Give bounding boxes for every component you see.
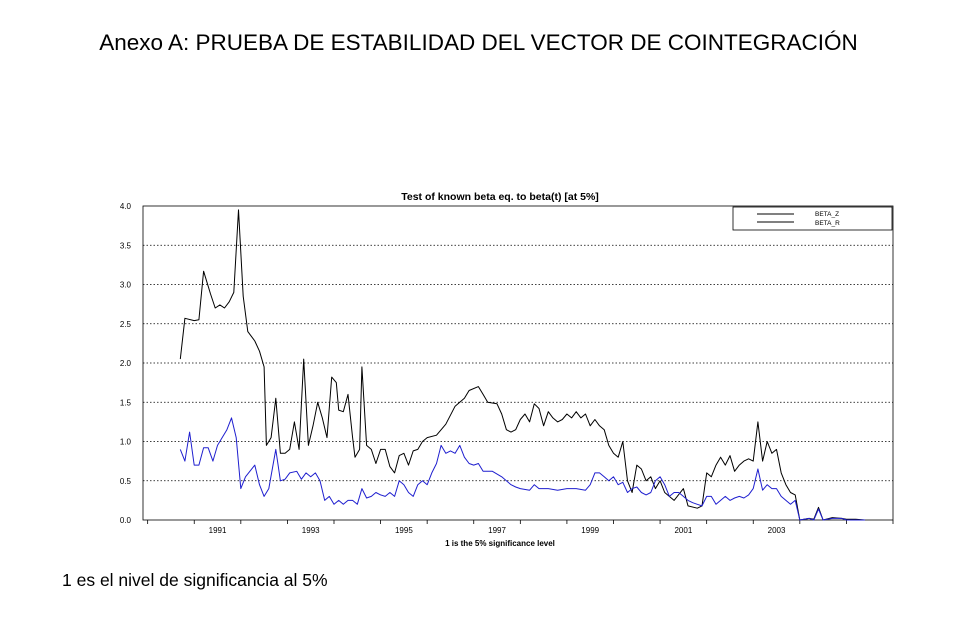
- legend: BETA_Z BETA_R: [732, 206, 893, 231]
- footnote: 1 es el nivel de significancia al 5%: [62, 570, 328, 590]
- x-tick-label: 1997: [488, 526, 506, 535]
- y-tick-label: 3.0: [120, 281, 132, 290]
- plot-area: [142, 205, 894, 521]
- series-lines: [179, 209, 866, 521]
- series-line-beta-z: [179, 209, 866, 521]
- x-tick-label: 2001: [674, 526, 692, 535]
- y-tick-label: 2.0: [120, 359, 132, 368]
- y-tick-label: 0.0: [120, 516, 132, 525]
- y-tick-label: 0.5: [120, 477, 132, 486]
- x-axis-label: 1 is the 5% significance level: [445, 539, 555, 548]
- series-line-beta-r: [179, 417, 865, 521]
- grid-lines: [143, 244, 893, 482]
- x-tick-label: 1993: [302, 526, 320, 535]
- x-axis: 1991 1993 1995 1997 1999 2001 2003: [147, 520, 894, 535]
- y-tick-label: 2.5: [120, 320, 132, 329]
- y-tick-label: 4.0: [120, 202, 132, 211]
- chart-title: Test of known beta eq. to beta(t) [at 5%…: [401, 191, 599, 203]
- x-tick-label: 1995: [395, 526, 413, 535]
- y-tick-label: 3.5: [120, 241, 132, 250]
- page-title: Anexo A: PRUEBA DE ESTABILIDAD DEL VECTO…: [99, 30, 858, 55]
- legend-label-beta-z: BETA_Z: [815, 211, 839, 218]
- x-tick-label: 1991: [209, 526, 227, 535]
- legend-label-beta-r: BETA_R: [815, 220, 840, 227]
- x-tick-label: 1999: [581, 526, 599, 535]
- y-tick-label: 1.0: [120, 438, 132, 447]
- y-tick-label: 1.5: [120, 398, 132, 407]
- x-tick-label: 2003: [768, 526, 786, 535]
- legend-box: [732, 206, 893, 231]
- y-axis: 0.0 0.5 1.0 1.5 2.0 2.5 3.0 3.5 4.0: [120, 202, 132, 525]
